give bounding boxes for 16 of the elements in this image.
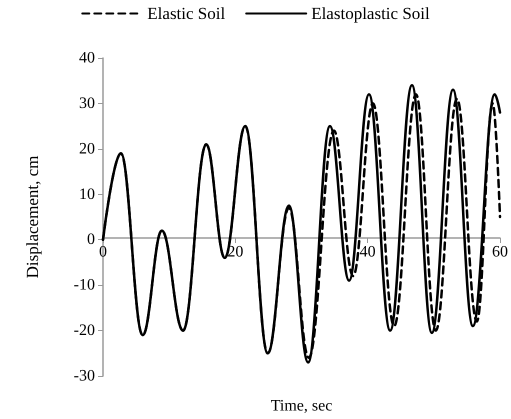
x-tick-label: 0 (99, 244, 107, 260)
y-tick-label: 40 (79, 50, 95, 66)
y-tick-label: -20 (74, 322, 95, 340)
y-tick-label: -30 (74, 368, 95, 384)
legend-label: Elastoplastic Soil (311, 4, 430, 23)
y-tick-label: 10 (79, 186, 95, 203)
y-tick-label: 30 (79, 94, 95, 112)
x-axis-title: Time, sec (270, 398, 332, 414)
y-tick-label: -10 (74, 276, 95, 294)
y-axis-title: Displacement, cm (23, 156, 42, 278)
x-tick-label: 20 (227, 244, 244, 260)
y-tick-label: 20 (79, 140, 95, 158)
y-tick-label: 0 (87, 231, 95, 248)
x-tick-label: 60 (492, 244, 508, 260)
legend-label: Elastic Soil (147, 4, 226, 23)
x-tick-label: 40 (360, 244, 376, 260)
